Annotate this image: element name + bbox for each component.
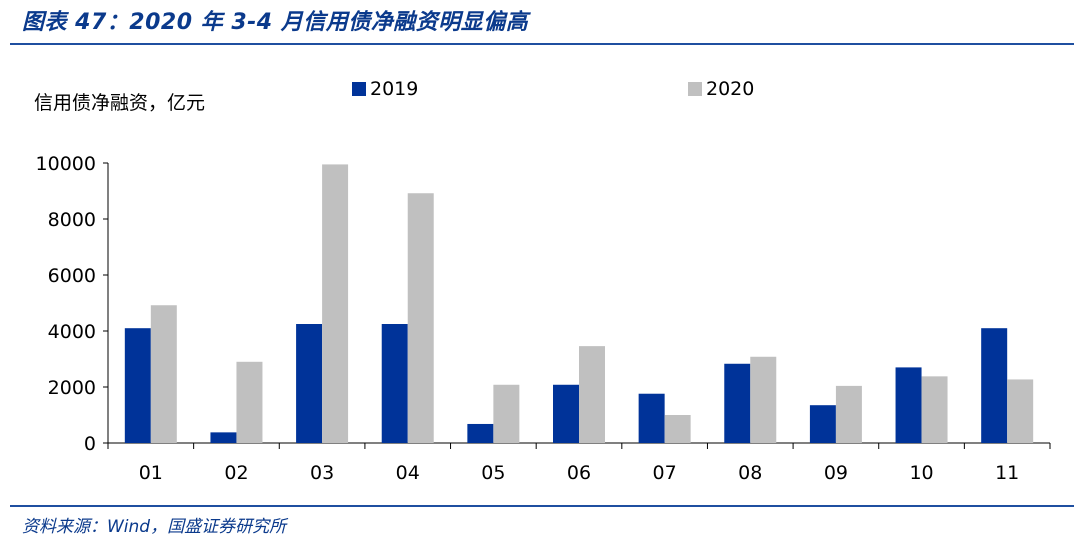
y-tick-label: 0	[84, 433, 96, 455]
y-tick-label: 4000	[48, 321, 96, 343]
legend-label-2019: 2019	[370, 78, 419, 100]
bar-2019-05	[467, 423, 494, 443]
x-tick-label: 10	[909, 462, 933, 484]
bar-2020-05	[493, 384, 520, 443]
bar-2020-07	[664, 415, 691, 443]
bar-2019-08	[724, 363, 751, 443]
bar-2019-09	[809, 405, 836, 443]
x-tick-label: 11	[995, 462, 1019, 484]
legend-item-2020: 2020	[688, 78, 754, 100]
bar-2019-02	[210, 432, 237, 443]
legend-label-2020: 2020	[706, 78, 755, 100]
y-tick-label: 2000	[48, 377, 96, 399]
x-tick-label: 05	[481, 462, 505, 484]
bar-2019-01	[124, 328, 151, 443]
bar-2020-11	[1007, 379, 1034, 443]
y-tick-label: 6000	[48, 265, 96, 287]
title-divider	[10, 43, 1074, 45]
y-axis-label: 信用债净融资，亿元	[34, 92, 206, 114]
bar-2020-10	[921, 376, 948, 443]
bars	[124, 164, 1034, 443]
x-tick-label: 08	[738, 462, 762, 484]
bar-2020-09	[835, 385, 862, 443]
x-tick-label: 01	[139, 462, 163, 484]
bar-2019-10	[895, 367, 922, 443]
y-tick-label: 10000	[36, 153, 96, 175]
footer-divider	[10, 505, 1074, 507]
bar-2020-04	[407, 193, 434, 443]
bar-2019-06	[553, 384, 579, 443]
bar-2020-01	[150, 305, 177, 443]
bar-2020-06	[579, 346, 605, 443]
x-tick-label: 04	[396, 462, 420, 484]
bar-2019-07	[638, 393, 665, 443]
figure-title: 图表 47：2020 年 3-4 月信用债净融资明显偏高	[22, 10, 529, 35]
bar-2019-11	[981, 328, 1008, 443]
x-tick-label: 03	[310, 462, 334, 484]
bar-2020-08	[750, 356, 777, 443]
bar-2020-02	[236, 361, 263, 443]
y-axis: 0 2000 4000 6000 8000 10000	[36, 153, 109, 455]
source-note: 资料来源：Wind，国盛证券研究所	[22, 517, 287, 537]
x-tick-label: 06	[567, 462, 591, 484]
legend-swatch-2019	[352, 82, 366, 96]
legend-item-2019: 2019	[352, 78, 418, 100]
bar-2019-04	[381, 324, 408, 443]
bar-2020-03	[322, 164, 349, 443]
x-tick-label: 09	[824, 462, 848, 484]
legend-swatch-2020	[688, 82, 702, 96]
x-tick-label: 02	[224, 462, 248, 484]
y-tick-label: 8000	[48, 209, 96, 231]
bar-2019-03	[296, 324, 323, 443]
x-axis: 01 02 03 04 05 06 07 08 09 10 11	[107, 442, 1051, 484]
x-tick-label: 07	[653, 462, 677, 484]
